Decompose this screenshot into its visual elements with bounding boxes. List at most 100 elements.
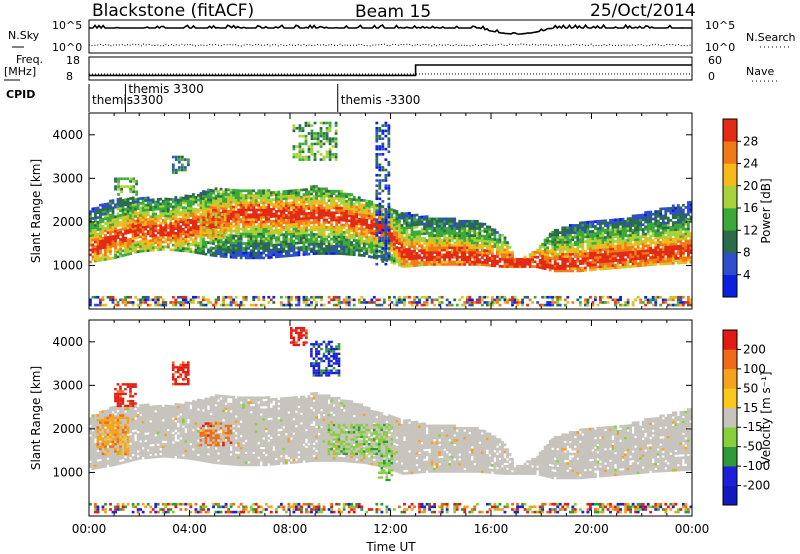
power-cell [350,217,354,220]
power-cell [174,241,178,245]
power-cell [428,241,431,245]
power-cell [312,233,316,236]
power-cell [365,201,369,205]
power-cell [473,251,477,254]
power-cell [408,238,411,242]
power-cell [629,224,632,228]
power-cell [558,243,562,246]
power-cell [463,219,467,223]
power-cell [232,220,236,223]
power-cell [106,248,110,251]
power-cell [483,251,487,255]
power-clutter-cell [287,301,291,304]
power-cell [636,238,640,241]
power-cell [583,225,587,229]
power-cell [305,207,308,211]
power-cell [89,243,92,247]
power-cell [282,226,286,229]
power-cell [312,201,316,205]
power-cell [91,250,95,254]
power-cell [242,251,246,255]
power-cell [601,257,605,261]
power-cell [405,243,409,247]
power-cell [279,216,283,220]
power-cell [184,213,188,217]
power-cell [227,188,230,192]
power-cell [186,242,190,246]
power-cell [257,222,261,226]
power-cell [382,217,386,221]
power-cell [131,222,135,226]
power-cell [204,245,208,249]
power-cell [297,248,301,252]
power-cell [468,224,472,228]
power-cell [606,252,610,256]
power-cell [327,211,331,215]
power-cell [189,238,193,241]
power-cell [536,255,540,259]
power-cell [295,237,298,240]
power-cell [237,225,241,228]
power-cell [377,242,381,246]
power-cell [272,215,276,218]
power-cell [551,242,555,246]
power-cell [523,262,527,266]
power-cell [342,194,346,198]
power-clutter-cell [234,301,238,304]
power-clutter-cell [614,301,617,304]
power-cell [252,206,256,209]
power-cell [528,258,532,261]
power-cell [274,190,278,194]
power-cell [274,229,278,232]
power-cell [242,232,246,236]
power-cell [174,239,178,242]
power-cell [405,252,409,256]
power-cell [171,215,175,218]
power-cell [651,212,655,216]
power-cell [581,226,585,229]
power-cell [543,241,547,244]
power-clutter-cell [478,298,482,302]
power-cell [144,227,148,231]
freq-traces [89,64,692,77]
power-clutter-cell [229,303,233,307]
power-clutter-cell [546,301,550,304]
power-cell [566,236,570,239]
power-cell [209,222,213,226]
power-cell [408,264,411,268]
power-cell [340,228,344,232]
power-cell [641,259,645,262]
power-cell [189,226,193,229]
power-cell [174,248,178,252]
power-cell [641,252,645,255]
power-cell [425,215,429,218]
power-cell [651,241,655,245]
power-cell [214,204,218,207]
power-cell [450,222,454,226]
power-cell [634,255,638,258]
power-cell [465,246,469,249]
power-cell [485,244,489,248]
power-cell [629,226,632,230]
power-cell [347,212,351,215]
power-cell [614,266,617,270]
power-cell [121,225,125,229]
power-cell [588,263,592,267]
power-cell [654,260,658,264]
power-cell [360,254,364,257]
power-cell [365,206,369,210]
power-cell [614,244,617,248]
power-cell [272,236,276,240]
power-cell [438,239,442,242]
power-cell [360,246,364,250]
power-cell [433,239,437,242]
power-cell [458,222,462,226]
power-cell [636,223,640,227]
power-cell [224,190,228,194]
power-cell [375,256,379,260]
power-cell [169,210,173,213]
power-cell [154,224,158,228]
power-cell [611,240,615,243]
power-cell [375,247,379,250]
power-cell [297,253,301,257]
